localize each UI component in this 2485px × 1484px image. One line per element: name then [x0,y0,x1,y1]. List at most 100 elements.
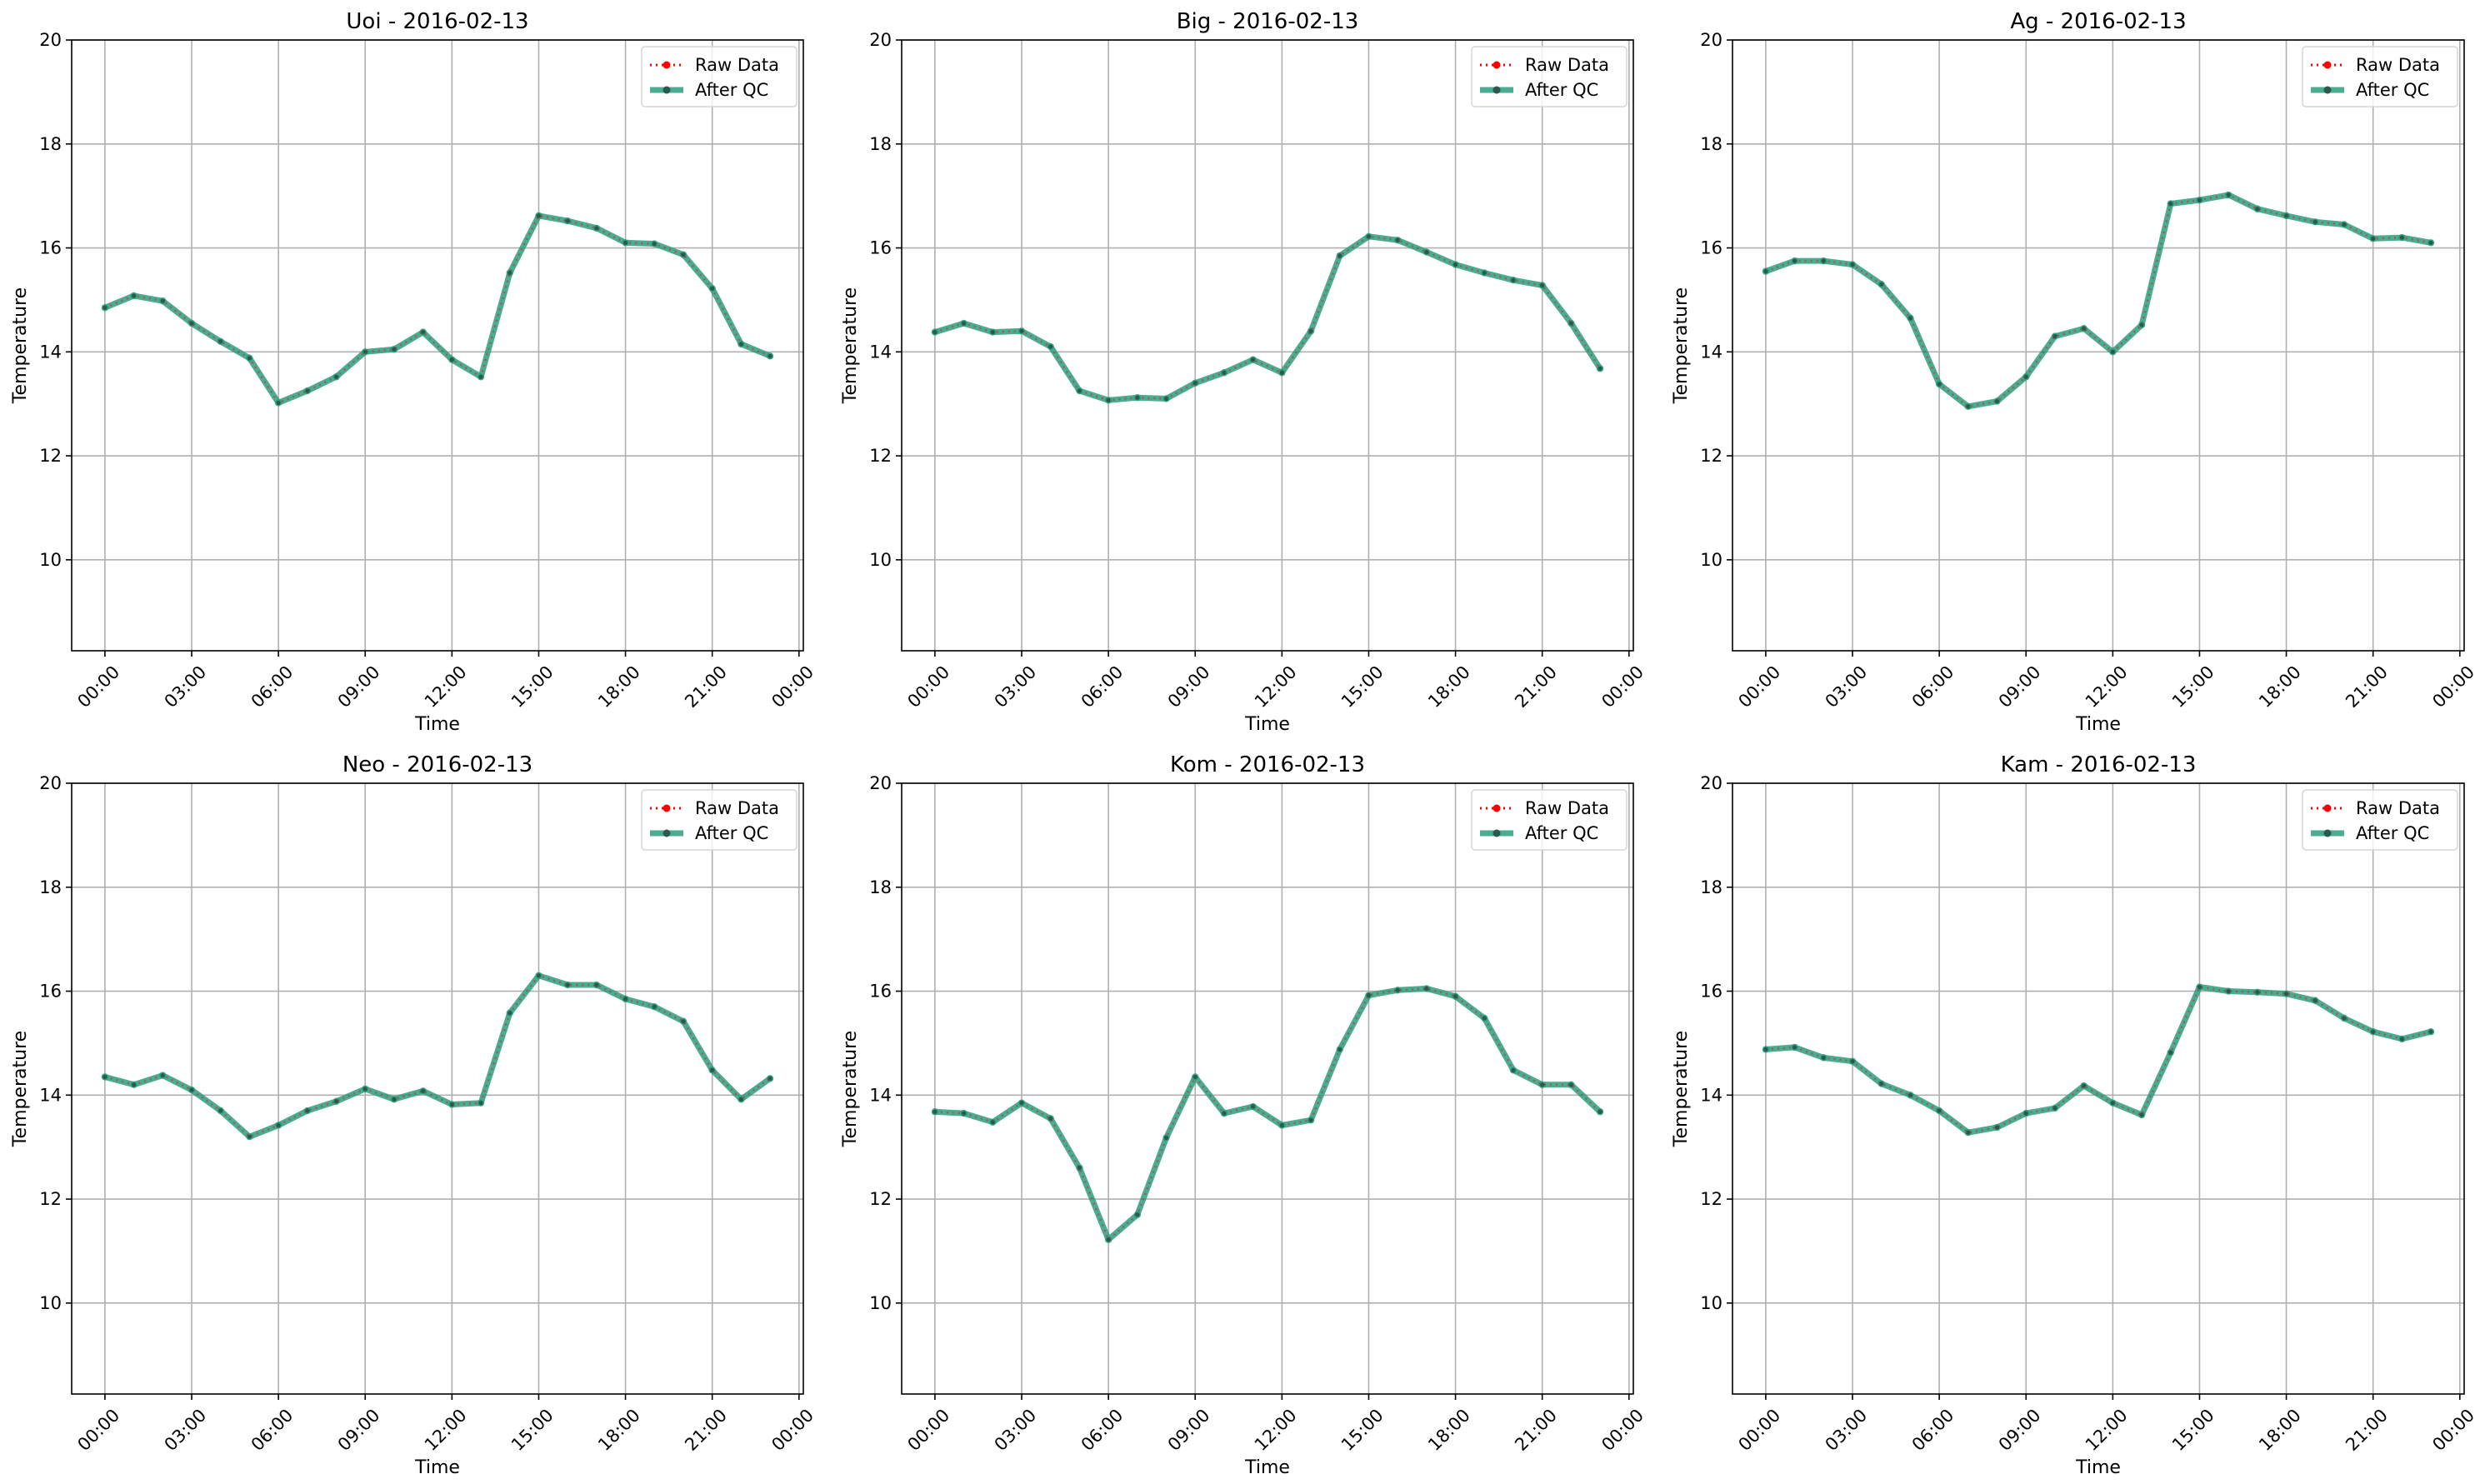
raw-data-point [1908,316,1913,321]
raw-data-point [2168,201,2173,207]
x-tick-label: 18:00 [594,1405,644,1455]
legend-raw-data-label: Raw Data [1525,798,1609,818]
y-tick-label: 18 [869,134,892,154]
raw-data-point [247,356,252,361]
y-tick-label: 12 [1700,1189,1722,1209]
y-tick-label: 18 [1700,134,1722,154]
raw-data-point [508,270,512,276]
raw-data-point [1019,328,1024,333]
x-tick-label: 09:00 [1164,1405,1214,1455]
y-tick-label: 10 [869,550,892,570]
legend-after-qc-marker [2323,829,2332,837]
raw-data-point [1163,1135,1169,1141]
legend-after-qc-label: After QC [2356,823,2429,843]
raw-data-point [1908,1092,1913,1097]
x-tick-label: 03:00 [991,1405,1041,1455]
plot-area [902,783,1633,1394]
legend-raw-data-marker [662,61,671,69]
raw-data-point [1598,366,1602,371]
y-tick-label: 18 [1700,877,1722,897]
raw-data-point [1879,1081,1884,1087]
raw-data-point [1106,1237,1111,1242]
y-tick-label: 18 [39,134,62,154]
raw-data-point [536,973,542,978]
raw-data-point [1192,381,1198,386]
raw-data-point [1511,277,1516,282]
raw-data-point [1792,1045,1798,1050]
y-tick-label: 16 [39,238,62,258]
raw-data-point [1424,249,1429,255]
chart-panel: 10 12 14 16 18 20 00:00 03:00 06:00 09:00 12:00 15:… [1671,9,2478,735]
legend: Raw Data After QC [2302,789,2458,851]
raw-data-point [1879,282,1884,287]
raw-data-point [1077,1166,1082,1171]
raw-data-point [218,1108,223,1113]
x-tick-label: 03:00 [161,1405,211,1455]
raw-data-point [2110,1101,2115,1106]
series-after-qc-line [932,985,1603,1243]
x-tick-label: 03:00 [1822,662,1872,712]
y-axis-label: Temperature [10,287,31,404]
raw-data-point [622,240,628,245]
series-after-qc-line [1762,984,2434,1136]
axes-frame [901,39,1634,652]
series-after-qc-line [932,233,1603,403]
raw-data-point [1966,404,1971,409]
plot-area [1732,783,2464,1394]
raw-data-point [1540,1082,1545,1087]
raw-data-point [622,997,628,1002]
raw-data-point [1482,1016,1487,1021]
x-tick-label: 06:00 [1078,1405,1128,1455]
raw-data-point [2312,998,2318,1003]
raw-data-point [1338,1047,1342,1052]
x-tick-label: 00:00 [903,1405,953,1455]
raw-data-point [1850,262,1855,267]
y-tick-label: 12 [1700,446,1722,466]
raw-data-point [2255,207,2260,212]
y-tick-label: 10 [39,550,62,570]
raw-data-point [1251,1104,1256,1109]
raw-data-point [478,1101,483,1106]
y-tick-label: 20 [1700,30,1722,50]
raw-data-point [1077,388,1082,393]
raw-data-point [1048,1116,1053,1121]
x-tick-label: 00:00 [73,662,123,712]
y-tick-label: 12 [869,1189,892,1209]
raw-data-point [2283,213,2289,218]
axes-frame [71,39,804,652]
y-tick-label: 12 [39,446,62,466]
raw-data-point [2226,192,2231,197]
y-axis-label: Temperature [1671,287,1692,404]
legend-after-qc-label: After QC [2356,80,2429,100]
axes-frame [901,782,1634,1395]
y-tick-label: 10 [1700,550,1722,570]
raw-data-point [2139,1112,2144,1117]
x-axis-label: Time [1244,714,1290,735]
chart-panel: 10 12 14 16 18 20 00:00 03:00 06:00 09:00 12:00 15:… [10,752,818,1478]
raw-data-point [2428,240,2433,245]
raw-data-point [362,1087,368,1092]
series-after-qc-line [1762,192,2434,410]
x-axis-label: Time [1244,1457,1290,1478]
x-tick-label: 18:00 [1424,662,1474,712]
raw-data-point [1279,1122,1284,1128]
raw-data-point [1511,1067,1516,1072]
raw-data-point [1966,1130,1971,1135]
axes-frame [71,782,804,1395]
chart-panel: 10 12 14 16 18 20 00:00 03:00 06:00 09:00 12:00 15:… [1671,752,2478,1478]
x-tick-label: 18:00 [594,662,644,712]
raw-data-point [710,286,715,291]
raw-data-point [594,226,599,231]
raw-data-point [132,293,137,298]
chart-title: Kom - 2016-02-13 [1170,752,1365,777]
x-tick-label: 09:00 [1164,662,1214,712]
raw-data-point [2110,349,2115,354]
legend-raw-data-marker [2323,804,2332,812]
raw-data-point [1279,370,1284,375]
legend-raw-data-marker [1492,61,1501,69]
legend: Raw Data After QC [1471,46,1628,107]
x-tick-label: 15:00 [2168,1405,2218,1455]
y-tick-label: 14 [869,342,892,362]
legend: Raw Data After QC [2302,46,2458,107]
y-tick-label: 10 [39,1293,62,1313]
